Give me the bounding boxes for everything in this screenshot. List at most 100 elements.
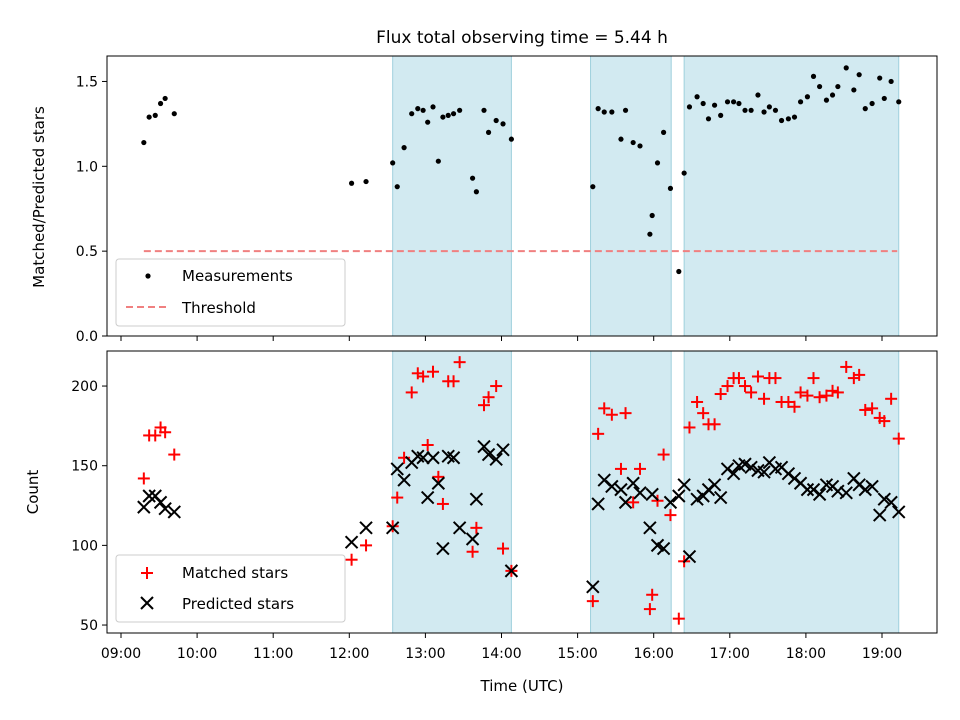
predicted-star-point <box>800 482 815 497</box>
measurement-point <box>409 111 415 117</box>
count-panel: 50 100 150 200 09:00 10:00 11:00 12:00 13:00 14:… <box>24 350 938 695</box>
measurement-point <box>390 160 396 166</box>
predicted-star-point <box>757 465 771 479</box>
measurement-point <box>630 139 636 146</box>
ratio-y-ticks: 0.0 0.5 1.0 1.5 <box>76 74 107 345</box>
x-tick-label: 15:00 <box>557 646 597 662</box>
predicted-star-point <box>618 495 633 510</box>
count-y-axis-label: Count <box>24 470 42 515</box>
matched-star-point <box>360 539 373 552</box>
predicted-star-point <box>142 489 156 503</box>
matched-star-point <box>643 603 656 616</box>
matched-star-point <box>745 386 758 399</box>
matched-star-point <box>497 542 510 555</box>
predicted-star-point <box>663 495 678 510</box>
matched-star-point <box>664 509 677 522</box>
matched-star-point <box>732 372 745 385</box>
measurement-point <box>660 129 667 135</box>
measurement-point <box>896 99 902 105</box>
matched-star-point <box>859 403 872 416</box>
predicted-star-point <box>744 460 758 475</box>
measurement-point <box>686 104 693 110</box>
measurement-point <box>141 139 147 146</box>
x-tick-label: 12:00 <box>329 646 369 662</box>
measurement-point <box>778 117 785 124</box>
x-axis-label: Time (UTC) <box>480 677 564 695</box>
matched-star-point <box>866 402 879 415</box>
matched-star-point <box>453 356 466 369</box>
measurement-point <box>348 180 355 186</box>
matched-star-point <box>807 372 820 385</box>
predicted-star-point <box>605 479 619 494</box>
measurement-point <box>694 94 700 100</box>
measurement-point <box>835 83 841 90</box>
predicted-star-point <box>385 521 400 535</box>
measurement-point <box>445 112 451 118</box>
matched-star-point <box>714 388 727 401</box>
measurement-point <box>162 95 168 102</box>
x-tick-label: 10:00 <box>177 646 217 662</box>
x-tick-label: 16:00 <box>634 646 674 662</box>
matched-star-point <box>721 380 734 393</box>
predicted-star-point <box>481 447 496 462</box>
y-tick-label: 50 <box>80 618 98 634</box>
predicted-star-point <box>158 502 172 516</box>
observing-window-3 <box>683 55 900 337</box>
matched-star-point <box>758 392 771 405</box>
matched-star-point <box>739 380 752 393</box>
predicted-star-point <box>865 479 879 494</box>
measurement-point <box>736 100 742 107</box>
predicted-star-point <box>645 487 659 502</box>
predicted-star-point <box>477 439 491 454</box>
predicted-star-point <box>426 451 440 465</box>
matched-star-point <box>586 595 599 608</box>
measurement-point <box>843 65 849 71</box>
count-points <box>137 356 906 625</box>
matched-star-point <box>826 384 839 397</box>
matched-star-point <box>477 399 490 412</box>
observing-window-1 <box>392 55 512 337</box>
count-x-ticks: 09:00 10:00 11:00 12:00 13:00 14:00 15:00 16:00… <box>101 633 902 662</box>
predicted-star-point <box>726 466 741 481</box>
count-legend-box <box>115 554 346 623</box>
predicted-star-point <box>420 490 435 505</box>
measurement-point <box>881 95 887 102</box>
matched-star-point <box>470 521 483 534</box>
measurement-point <box>157 100 164 107</box>
matched-star-point <box>831 386 844 399</box>
measurements-points <box>141 65 902 275</box>
measurement-point <box>654 160 661 166</box>
matched-star-point <box>386 520 399 533</box>
predicted-star-point <box>892 505 906 519</box>
measurement-point <box>171 111 177 117</box>
measurement-point <box>473 189 479 195</box>
matched-star-point <box>466 545 479 558</box>
matched-star-point <box>788 400 801 413</box>
y-tick-label: 1.5 <box>76 74 98 90</box>
y-tick-label: 200 <box>71 379 98 395</box>
legend-measurements-marker <box>145 273 151 279</box>
matched-star-point <box>892 432 905 445</box>
matched-star-point <box>405 386 418 399</box>
matched-star-point <box>614 462 627 475</box>
matched-star-point <box>427 365 440 378</box>
measurement-point <box>681 170 687 176</box>
measurement-point <box>755 92 761 98</box>
matched-star-point <box>840 360 853 373</box>
measurement-point <box>772 107 779 113</box>
measurement-point <box>823 97 830 103</box>
predicted-star-point <box>713 490 728 505</box>
measurement-point <box>637 143 643 149</box>
matched-star-point <box>646 588 659 601</box>
matched-star-point <box>627 496 640 509</box>
legend-threshold-label: Threshold <box>181 299 256 317</box>
predicted-star-point <box>167 505 181 519</box>
predicted-star-point <box>707 478 722 492</box>
legend-measurements-label: Measurements <box>182 267 293 285</box>
predicted-star-point <box>633 486 647 500</box>
measurement-point <box>718 112 724 118</box>
count-legend: Matched stars Predicted stars <box>115 554 346 623</box>
ratio-y-axis-label: Matched/Predicted stars <box>30 106 48 288</box>
x-tick-label: 09:00 <box>101 646 141 662</box>
measurement-point <box>481 107 487 113</box>
